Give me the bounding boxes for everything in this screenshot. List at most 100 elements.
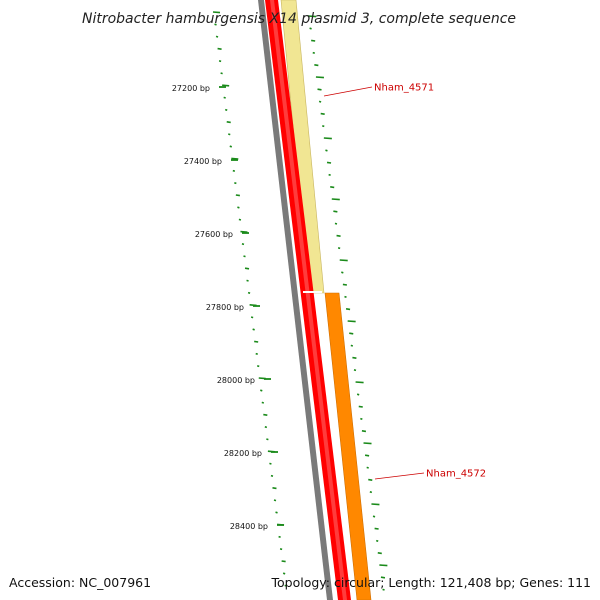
gc-bar — [317, 88, 322, 91]
gc-bar — [334, 222, 338, 225]
ruler-tick-label: 28200 bp — [224, 449, 262, 458]
gc-bar — [273, 499, 277, 502]
gc-bar — [356, 393, 360, 396]
gene-label[interactable]: Nham_4572 — [426, 469, 486, 480]
gc-bar — [363, 442, 372, 445]
gene-feature-nham-4572[interactable] — [324, 292, 372, 600]
cds-track-highlight — [270, 0, 347, 600]
gc-bar — [250, 316, 254, 319]
gc-bar — [314, 64, 319, 67]
gc-bar — [234, 182, 237, 185]
gc-bar — [269, 462, 272, 465]
ruler-tick-label: 27800 bp — [206, 303, 244, 312]
gc-bar — [237, 206, 240, 209]
ruler-tick-label: 27600 bp — [195, 230, 233, 239]
gc-bar — [266, 438, 269, 441]
gc-bar — [217, 47, 222, 50]
topology-summary: Topology: circular; Length: 121,408 bp; … — [271, 575, 592, 590]
gc-bar — [320, 112, 325, 115]
gc-bar — [232, 169, 236, 172]
gc-bar — [222, 84, 230, 87]
gc-bar — [344, 295, 347, 298]
map-title: Nitrobacter hamburgensis X14 plasmid 3, … — [82, 11, 516, 27]
gc-bar — [353, 369, 357, 372]
gc-bar — [318, 100, 322, 103]
gene-labels: Nham_4571 Nham_4572 — [323, 83, 486, 480]
gc-bar — [279, 548, 283, 551]
gc-bar — [345, 308, 351, 311]
gc-bar — [254, 340, 259, 343]
gc-bar — [212, 11, 221, 14]
gc-bar — [244, 267, 250, 270]
ruler-tick-label: 27200 bp — [172, 84, 210, 93]
gc-bar — [261, 401, 265, 404]
gc-bar — [223, 96, 226, 99]
gc-bar — [256, 365, 260, 368]
gc-bar — [272, 487, 277, 490]
gc-bar — [238, 218, 242, 221]
feature-tracks — [258, 0, 372, 600]
gc-bar — [309, 27, 312, 30]
gc-bar — [281, 560, 286, 563]
gc-bar — [226, 121, 231, 124]
gc-bar — [349, 332, 354, 335]
gc-bar — [322, 125, 325, 128]
gc-content-plot — [212, 11, 388, 591]
gc-bar — [323, 137, 332, 140]
gc-bar — [325, 149, 328, 152]
gc-bar — [224, 108, 228, 111]
gc-bar — [361, 430, 367, 433]
gc-bar — [337, 247, 341, 250]
gc-bar — [336, 234, 341, 237]
gc-bar — [342, 283, 348, 286]
gc-bar — [307, 15, 317, 18]
gc-bar — [374, 527, 379, 530]
gc-bar — [218, 60, 222, 63]
gc-bar — [368, 478, 373, 481]
gc-bar — [247, 291, 251, 294]
gc-bar — [347, 320, 356, 323]
gc-bar — [270, 474, 274, 477]
gc-bar — [366, 466, 369, 469]
gc-bar — [360, 417, 363, 420]
gc-bar — [311, 39, 316, 42]
gc-bar — [229, 145, 233, 148]
gc-bar — [246, 279, 249, 282]
gc-bar — [241, 243, 245, 246]
gene-label-leader — [323, 86, 373, 97]
gc-bar — [255, 352, 258, 355]
ruler-tick-label: 28000 bp — [217, 376, 255, 385]
gc-bar — [228, 133, 231, 136]
ruler-tick-label: 27400 bp — [184, 157, 222, 166]
gene-label[interactable]: Nham_4571 — [374, 83, 434, 94]
gc-bar — [339, 259, 348, 262]
gc-bar — [215, 35, 219, 38]
gc-bar — [264, 426, 268, 429]
gc-bar — [372, 515, 376, 518]
gc-bar — [275, 511, 278, 514]
gc-bar — [377, 552, 382, 555]
gc-bar — [352, 356, 357, 359]
gc-bar — [328, 173, 331, 176]
position-ruler: 27200 bp 27400 bp 27600 bp 27800 bp 28000 bp… — [172, 84, 284, 531]
gc-bar — [382, 588, 385, 591]
accession-text: Accession: NC_007961 — [9, 575, 152, 590]
gc-bar — [379, 564, 388, 567]
gene-label-leader — [374, 472, 425, 480]
gc-bar — [331, 198, 340, 201]
ruler-tick-label: 28400 bp — [230, 522, 268, 531]
gc-bar — [341, 271, 344, 274]
gc-bar — [278, 535, 281, 538]
gc-bar — [355, 381, 364, 384]
gc-bar — [333, 210, 338, 213]
gc-bar — [214, 23, 217, 26]
gc-bar — [263, 413, 268, 416]
gc-bar — [260, 389, 263, 392]
gc-bar — [369, 491, 373, 494]
gc-bar — [358, 405, 363, 408]
gc-bar — [312, 51, 315, 54]
gc-bar — [330, 186, 335, 189]
gc-bar — [380, 576, 386, 579]
gc-bar — [284, 584, 287, 587]
